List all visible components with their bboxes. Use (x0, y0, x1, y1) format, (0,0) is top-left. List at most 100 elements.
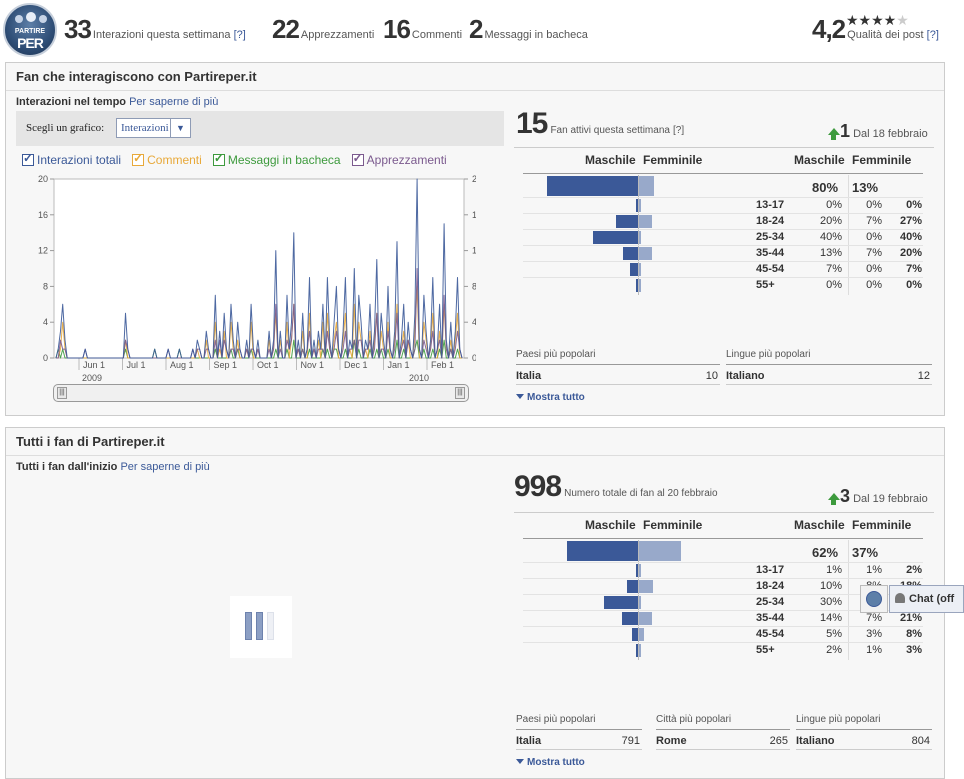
row-divider (523, 626, 923, 627)
col-divider (848, 540, 849, 660)
male-pct: 7% (826, 263, 842, 275)
male-age-bar (623, 247, 638, 260)
active-fans-value: 15 (516, 107, 548, 140)
female-age-bar (639, 564, 641, 577)
legend-label: Interazioni totali (37, 153, 122, 167)
total-fans-label: Numero totale di fan al 20 febbraio (564, 488, 718, 499)
male-header: Maschile (585, 153, 636, 167)
checkbox-icon[interactable] (22, 151, 34, 166)
legend-total-interactions[interactable]: Interazioni totali (22, 151, 122, 167)
chart-legend: Interazioni totali Commenti Messaggi in … (22, 151, 455, 169)
female-age-bar (639, 247, 652, 260)
age-range: 25-34 (756, 231, 785, 243)
total-pct: 2% (906, 564, 922, 576)
popular-row: Rome 265 (656, 730, 790, 750)
male-pct: 30% (819, 596, 842, 608)
row-divider (523, 245, 923, 246)
learn-more-link[interactable]: Per saperne di più (120, 461, 210, 473)
legend-likes[interactable]: Apprezzamenti (351, 151, 447, 167)
active-fans-trend: 1 Dal 18 febbraio (828, 121, 928, 142)
popular-name: Italiano (726, 370, 765, 382)
legend-label: Messaggi in bacheca (227, 153, 341, 167)
y-tick-label-right: 0 (472, 353, 476, 363)
female-pct: 0% (866, 279, 882, 291)
row-divider (523, 610, 923, 611)
total-pct: 40% (899, 231, 922, 243)
show-all-label: Mostra tutto (527, 392, 585, 403)
female-age-bar (639, 231, 641, 244)
age-range: 13-17 (756, 564, 785, 576)
help-link[interactable]: [?] (673, 125, 685, 136)
age-range: 18-24 (756, 215, 785, 227)
show-all-link[interactable]: Mostra tutto (516, 392, 585, 403)
x-tick-label: Feb 1 (431, 360, 454, 370)
chat-button[interactable]: Chat (off (889, 585, 964, 613)
male-total-bar (567, 541, 638, 561)
y-tick-label-left: 8 (43, 281, 48, 291)
male-pct: 0% (826, 279, 842, 291)
female-age-bar (639, 612, 652, 625)
male-header-2: Maschile (794, 153, 845, 167)
total-pct: 3% (906, 644, 922, 656)
scroll-handle-right[interactable]: ||| (455, 387, 465, 399)
stat-post-quality: 4,2 Qualità dei post [?] ★★★★★ (812, 12, 939, 45)
stat-interactions: 33 Interazioni questa settimana [?] (64, 14, 246, 45)
stat-interactions-value: 33 (64, 14, 92, 44)
male-pct: 5% (826, 628, 842, 640)
legend-label: Apprezzamenti (366, 153, 447, 167)
chooser-label: Scegli un grafico: (26, 122, 105, 134)
male-pct: 0% (826, 199, 842, 211)
trend-label: Dal 19 febbraio (853, 493, 928, 505)
legend-comments[interactable]: Commenti (132, 151, 202, 167)
female-age-bar (639, 199, 641, 212)
arrow-up-icon (828, 128, 840, 135)
popular-count: 804 (911, 735, 930, 747)
show-all-link[interactable]: Mostra tutto (516, 757, 585, 768)
chart-chooser: Scegli un grafico: Interazioni ▼ (16, 111, 504, 146)
male-age-bar (622, 612, 638, 625)
help-link[interactable]: [?] (926, 29, 939, 41)
checkbox-icon[interactable] (212, 151, 225, 166)
row-divider (523, 229, 923, 230)
popular-count: 265 (769, 735, 788, 747)
stat-likes-value: 22 (272, 14, 300, 44)
triangle-down-icon (516, 759, 524, 764)
timeline-scrollbar[interactable]: ||| ||| (53, 384, 469, 402)
stat-wall-posts: 2 Messaggi in bacheca (469, 14, 588, 45)
people-icon (895, 593, 905, 603)
stat-likes: 22 Apprezzamenti (272, 14, 374, 45)
female-pct: 0% (866, 263, 882, 275)
total-pct: 27% (899, 215, 922, 227)
y-tick-label-right: 4 (472, 317, 476, 327)
male-pct: 40% (819, 231, 842, 243)
chevron-down-icon[interactable]: ▼ (170, 119, 190, 137)
female-age-bar (639, 596, 641, 609)
learn-more-link[interactable]: Per saperne di più (129, 96, 219, 108)
male-total-pct: 80% (812, 180, 839, 195)
help-link[interactable]: [?] (233, 29, 246, 41)
row-divider (523, 213, 923, 214)
male-pct: 20% (819, 215, 842, 227)
quality-stars-icon: ★★★★★ (846, 12, 909, 29)
checkbox-icon[interactable] (132, 151, 145, 166)
chart-type-select[interactable]: Interazioni ▼ (116, 118, 191, 138)
popular-row: Italiano 12 (726, 365, 932, 385)
interactions-panel: Fan che interagiscono con Partireper.it … (5, 62, 945, 416)
total-pct: 8% (906, 628, 922, 640)
popular-countries: Paesi più popolari Italia 791 (516, 714, 642, 750)
age-range: 13-17 (756, 199, 785, 211)
popular-header: Paesi più popolari (516, 714, 642, 730)
total-pct: 0% (906, 279, 922, 291)
checkbox-icon[interactable] (351, 151, 364, 166)
age-range: 55+ (756, 279, 775, 291)
popular-name: Italia (516, 370, 542, 382)
legend-wall-posts[interactable]: Messaggi in bacheca (212, 151, 341, 167)
total-fans-value: 998 (514, 470, 562, 503)
stat-wall-posts-value: 2 (469, 14, 484, 44)
scroll-handle-left[interactable]: ||| (57, 387, 67, 399)
stars-filled: ★★★★ (846, 12, 897, 28)
notifications-globe-icon[interactable] (860, 585, 888, 613)
female-total-pct: 37% (852, 545, 879, 560)
page-logo[interactable]: PARTIRE PER (3, 3, 57, 57)
male-age-bar (636, 564, 638, 577)
